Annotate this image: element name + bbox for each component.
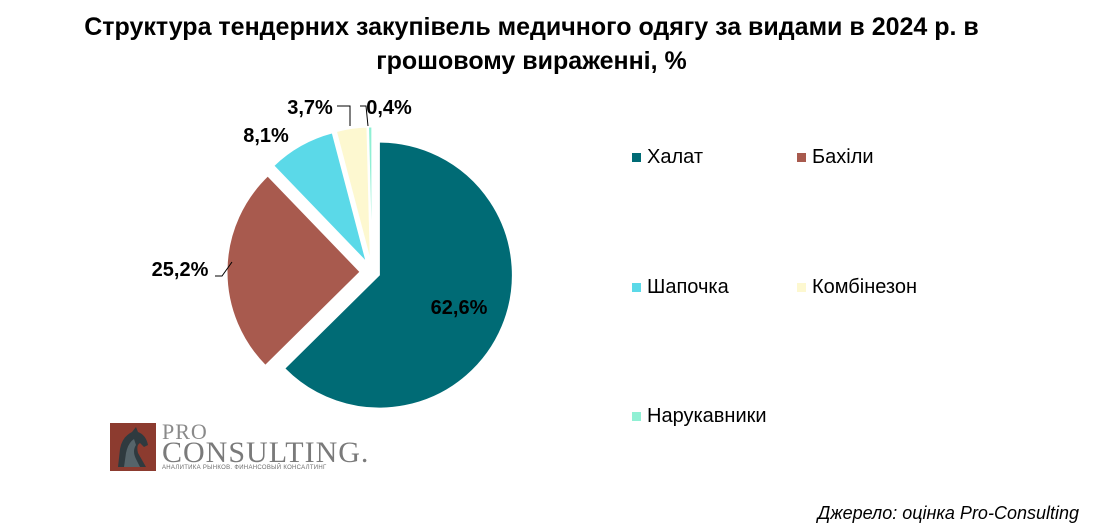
pie-slice-kombinezon bbox=[335, 126, 371, 261]
legend-label-kombinezon: Комбінезон bbox=[812, 276, 918, 298]
legend-swatch-kombinezon bbox=[797, 283, 806, 292]
legend-swatch-narukavnyky bbox=[632, 412, 641, 421]
pro-consulting-logo: PRO CONSULTING. АНАЛИТИКА РЫНКОВ. ФИНАНС… bbox=[110, 419, 368, 475]
leader-line-kombinezon bbox=[337, 105, 351, 126]
logo-consulting-text: CONSULTING. bbox=[162, 436, 370, 469]
data-label-shapochka: 8,1% bbox=[243, 125, 289, 147]
data-label-halat: 62,6% bbox=[431, 297, 488, 319]
chart-title-line-2: грошовому вираженні, % bbox=[376, 47, 687, 75]
legend-label-shapochka: Шапочка bbox=[647, 276, 729, 298]
chart-title-line-1: Структура тендерних закупівель медичного… bbox=[84, 13, 979, 41]
legend-label-halat: Халат bbox=[647, 146, 703, 168]
legend-swatch-halat bbox=[632, 153, 641, 162]
logo-pro-text: PRO bbox=[162, 419, 208, 444]
chart-title: Структура тендерних закупівель медичного… bbox=[0, 10, 1063, 78]
pie-slice-halat bbox=[284, 141, 513, 409]
legend-swatch-shapochka bbox=[632, 283, 641, 292]
legend-label-narukavnyky: Нарукавники bbox=[647, 405, 767, 427]
data-label-bakhily: 25,2% bbox=[152, 259, 209, 281]
legend-item-kombinezon: Комбінезон bbox=[797, 276, 917, 299]
legend-swatch-bakhily bbox=[797, 153, 806, 162]
legend-label-bakhily: Бахіли bbox=[812, 146, 874, 168]
data-label-narukavnyky: 0,4% bbox=[366, 97, 412, 119]
pie-slice-bakhily bbox=[226, 175, 361, 367]
horse-logo-icon bbox=[110, 423, 156, 471]
data-label-kombinezon: 3,7% bbox=[287, 97, 333, 119]
legend-item-halat: Халат bbox=[632, 146, 703, 169]
legend-item-shapochka: Шапочка bbox=[632, 276, 729, 299]
leader-line-narukavnyky bbox=[360, 105, 369, 127]
pie-slice-shapochka bbox=[273, 132, 368, 264]
pie-slice-narukavnyky bbox=[367, 126, 373, 261]
legend-item-bakhily: Бахіли bbox=[797, 146, 874, 169]
logo-tagline: АНАЛИТИКА РЫНКОВ. ФИНАНСОВЫЙ КОНСАЛТИНГ bbox=[162, 465, 327, 471]
source-note: Джерело: оцінка Pro-Consulting bbox=[817, 503, 1079, 523]
leader-line-bakhily bbox=[215, 261, 233, 277]
legend-item-narukavnyky: Нарукавники bbox=[632, 405, 767, 428]
